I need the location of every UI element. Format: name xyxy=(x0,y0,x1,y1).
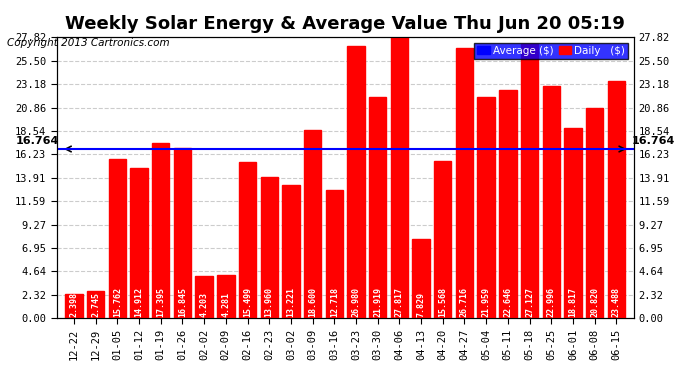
Text: 26.716: 26.716 xyxy=(460,287,469,317)
Bar xyxy=(542,86,560,318)
Text: 23.488: 23.488 xyxy=(612,287,621,317)
Text: 7.829: 7.829 xyxy=(417,292,426,317)
Bar xyxy=(195,276,213,318)
Text: 16.764: 16.764 xyxy=(631,136,675,146)
Text: 13.960: 13.960 xyxy=(265,287,274,317)
Bar xyxy=(66,294,83,318)
Bar xyxy=(413,239,430,318)
Text: 22.996: 22.996 xyxy=(546,287,555,317)
Text: 22.646: 22.646 xyxy=(503,287,513,317)
Bar xyxy=(174,148,191,318)
Bar xyxy=(326,190,343,318)
Text: 18.817: 18.817 xyxy=(569,287,578,317)
Text: 15.762: 15.762 xyxy=(113,287,122,317)
Bar xyxy=(586,108,603,318)
Text: 27.817: 27.817 xyxy=(395,287,404,317)
Text: 20.820: 20.820 xyxy=(590,287,599,317)
Text: 14.912: 14.912 xyxy=(135,287,144,317)
Bar xyxy=(261,177,278,318)
Text: 4.203: 4.203 xyxy=(199,292,208,317)
Text: 15.499: 15.499 xyxy=(243,287,252,317)
Text: 15.568: 15.568 xyxy=(438,287,447,317)
Text: 4.281: 4.281 xyxy=(221,292,230,317)
Text: 27.127: 27.127 xyxy=(525,287,534,317)
Text: 16.764: 16.764 xyxy=(15,136,59,146)
Text: 16.845: 16.845 xyxy=(178,287,187,317)
Bar xyxy=(304,130,322,318)
Title: Weekly Solar Energy & Average Value Thu Jun 20 05:19: Weekly Solar Energy & Average Value Thu … xyxy=(66,15,625,33)
Legend: Average ($), Daily   ($): Average ($), Daily ($) xyxy=(474,42,629,59)
Bar xyxy=(456,48,473,318)
Text: 21.919: 21.919 xyxy=(373,287,382,317)
Bar xyxy=(608,81,625,318)
Bar xyxy=(130,168,148,318)
Bar xyxy=(239,162,256,318)
Bar xyxy=(391,38,408,318)
Bar xyxy=(109,159,126,318)
Bar xyxy=(282,185,299,318)
Bar xyxy=(152,142,170,318)
Text: 18.600: 18.600 xyxy=(308,287,317,317)
Bar xyxy=(217,275,235,318)
Text: 26.980: 26.980 xyxy=(351,287,360,317)
Bar xyxy=(499,90,517,318)
Bar xyxy=(347,46,365,318)
Bar xyxy=(521,44,538,318)
Bar xyxy=(434,161,451,318)
Bar xyxy=(564,128,582,318)
Text: 2.745: 2.745 xyxy=(91,292,100,317)
Bar xyxy=(87,291,104,318)
Text: 17.395: 17.395 xyxy=(156,287,166,317)
Bar xyxy=(477,96,495,318)
Text: 21.959: 21.959 xyxy=(482,287,491,317)
Bar xyxy=(369,97,386,318)
Text: 12.718: 12.718 xyxy=(330,287,339,317)
Text: Copyright 2013 Cartronics.com: Copyright 2013 Cartronics.com xyxy=(7,38,170,48)
Text: 2.398: 2.398 xyxy=(70,292,79,317)
Text: 13.221: 13.221 xyxy=(286,287,295,317)
